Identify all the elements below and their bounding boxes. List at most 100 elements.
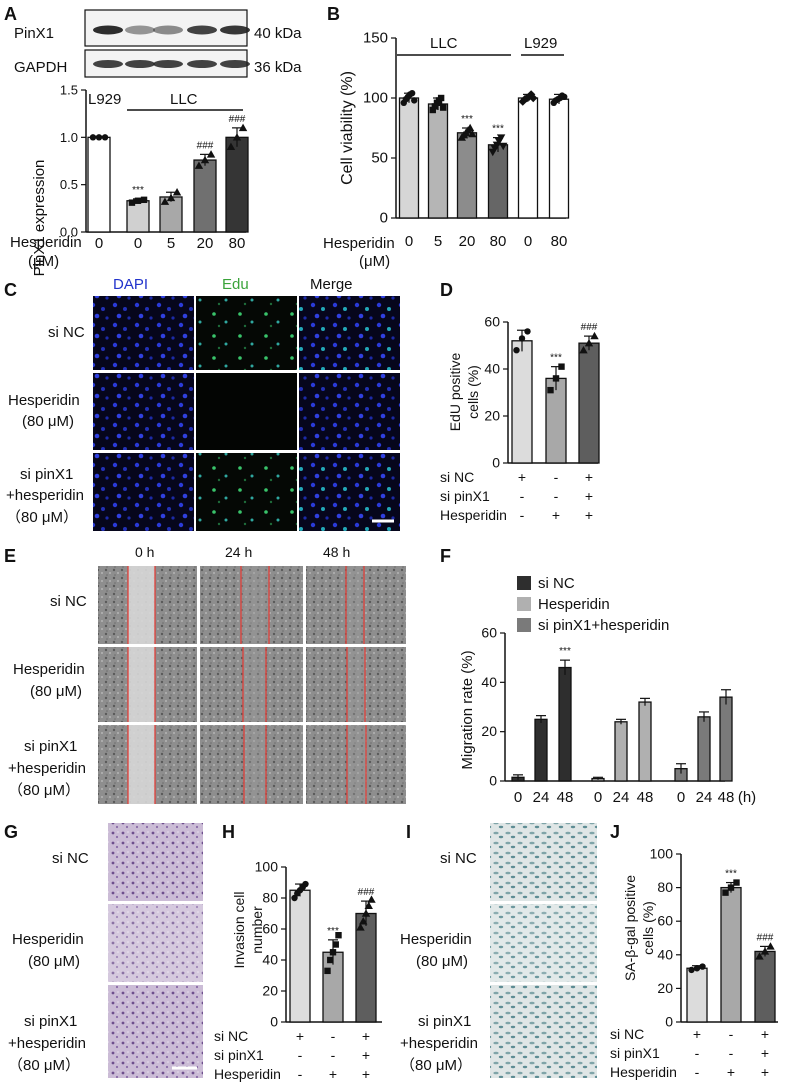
row-label-e-3a: si pinX1 — [24, 738, 77, 755]
table-j-row-label: si pinX1 — [610, 1045, 660, 1061]
panel-h: H Invasion cell number 0 20 40 60 80 100 *** ###… — [214, 822, 382, 1082]
row-label-c-3a: si pinX1 — [20, 466, 73, 483]
table-h-row-label: si pinX1 — [214, 1047, 264, 1063]
row-label-i-2b: (80 μM) — [416, 953, 468, 970]
chart-f-x-tick-label: 0 — [514, 789, 522, 806]
chart-a-x-tick-label: 5 — [167, 235, 175, 252]
chart-f-x-unit: (h) — [738, 789, 756, 806]
chart-h-y-tick-label: 20 — [262, 983, 278, 999]
chart-h-data-point — [367, 895, 376, 903]
table-d-sign: - — [554, 469, 559, 485]
chart-b: 0 50 100 150 0 5 *** 20 *** 80 0 80 — [363, 30, 570, 250]
chart-f-bar — [534, 718, 548, 782]
chart-j-bar — [754, 950, 776, 1023]
chart-d-data-point — [590, 331, 599, 340]
chart-j-data-point — [722, 889, 729, 896]
blot-band-pinx1 — [220, 25, 250, 35]
scratch-gap — [243, 647, 266, 722]
chart-d-bar — [578, 342, 600, 464]
chart-h-y-tick-label: 60 — [262, 921, 278, 937]
chart-j-bar — [686, 967, 708, 1023]
row-label-g-3c: （80 μM） — [8, 1057, 80, 1074]
row-label-c-3c: （80 μM） — [6, 509, 78, 526]
chart-b-significance-label: *** — [461, 114, 473, 125]
group-label-llc: LLC — [170, 91, 198, 108]
chart-b-data-point — [429, 106, 436, 114]
chart-a-significance-label: *** — [132, 185, 144, 196]
row-label-g-2a: Hesperidin — [12, 931, 84, 948]
chart-f-y-tick-label: 20 — [481, 723, 497, 739]
chart-b-bar — [456, 132, 478, 219]
chart-f-x-tick-label: 48 — [718, 789, 735, 806]
chart-f-bar — [719, 696, 733, 782]
chart-b-y-tick-label: 150 — [363, 30, 388, 47]
chart-f-y-tick-label: 60 — [481, 625, 497, 641]
chart-h-significance-label: *** — [327, 926, 339, 937]
treatment-table-d: si NC + - +si pinX1- - +Hesperidin - + + — [440, 469, 593, 523]
chart-h-data-point — [361, 909, 371, 917]
panel-label-e: E — [4, 546, 16, 566]
dose-unit-a: (μM) — [28, 253, 59, 270]
chart-j-y-tick-label: 60 — [657, 913, 673, 929]
chart-j-y-tick-label: 80 — [657, 879, 673, 895]
scratch-micrograph — [306, 566, 406, 644]
row-label-e-2b: (80 μM) — [30, 683, 82, 700]
micrograph-c-merge-sinc — [299, 296, 400, 370]
table-h-sign: + — [362, 1047, 370, 1063]
panel-f: F si NC Hesperidin si pinX1+hesperidin Mig… — [440, 546, 756, 806]
chart-f-x-tick-label: 48 — [557, 789, 574, 806]
y-axis-label-f: Migration rate (%) — [459, 650, 476, 769]
chart-b-y-tick-label: 50 — [371, 150, 388, 167]
table-j-sign: - — [695, 1045, 700, 1061]
chart-j-significance-label: ### — [757, 932, 774, 943]
chart-b-data-point — [440, 104, 447, 111]
legend-f-swatch — [517, 576, 531, 590]
scratch-micrograph — [306, 647, 406, 722]
chart-h-y-tick-label: 0 — [270, 1014, 278, 1030]
chart-a-data-point — [140, 196, 148, 204]
table-h-sign: + — [362, 1066, 370, 1082]
chart-b-x-tick-label: 5 — [434, 233, 442, 250]
chart-b-data-point — [411, 97, 418, 104]
chart-a-significance-label: ### — [229, 114, 246, 125]
chart-h-y-tick-label: 40 — [262, 952, 278, 968]
column-label-dapi: DAPI — [113, 276, 148, 293]
micrograph-i-hesperidin — [490, 904, 597, 982]
chart-h-data-point — [332, 941, 339, 948]
chart-h-data-point — [359, 917, 368, 925]
chart-h-y-tick-label: 100 — [255, 859, 279, 875]
chart-f-bar — [638, 701, 652, 782]
row-label-e-2a: Hesperidin — [13, 661, 85, 678]
chart-a-significance-label: ### — [197, 140, 214, 151]
chart-b-x-tick-label: 0 — [524, 233, 532, 250]
panel-label-f: F — [440, 546, 451, 566]
panel-label-j: J — [610, 822, 620, 842]
chart-d-y-tick-label: 40 — [484, 361, 500, 377]
row-label-i-2a: Hesperidin — [400, 931, 472, 948]
y-axis-label-b: Cell viability (%) — [339, 71, 356, 185]
chart-d-y-tick-label: 0 — [492, 455, 500, 471]
chart-b-data-point — [561, 93, 568, 101]
row-label-g-1: si NC — [52, 850, 89, 867]
chart-f-significance-label: *** — [559, 646, 571, 657]
chart-d-data-point — [558, 363, 565, 370]
table-j-sign: - — [729, 1026, 734, 1042]
chart-f-x-tick-label: 24 — [533, 789, 550, 806]
chart-a-data-point — [89, 134, 97, 141]
table-h-sign: - — [298, 1047, 303, 1063]
micrograph-c-edu-sinc — [196, 296, 297, 370]
micrograph-g-sinc — [108, 823, 203, 901]
chart-a-data-point — [172, 188, 182, 196]
table-h-sign: - — [331, 1028, 336, 1044]
chart-a-data-point — [206, 150, 216, 158]
treatment-table-h: si NC + - + si pinX1 - - + Hesperidin - + + — [214, 1028, 370, 1082]
chart-a-y-tick-label: 0.5 — [60, 177, 78, 192]
chart-a-x-tick-label: 80 — [229, 235, 246, 252]
table-h-row-label: si NC — [214, 1028, 248, 1044]
legend-f-swatch — [517, 597, 531, 611]
legend-f-label: si NC — [538, 575, 575, 592]
table-d-sign: - — [520, 488, 525, 504]
row-label-g-3a: si pinX1 — [24, 1013, 77, 1030]
